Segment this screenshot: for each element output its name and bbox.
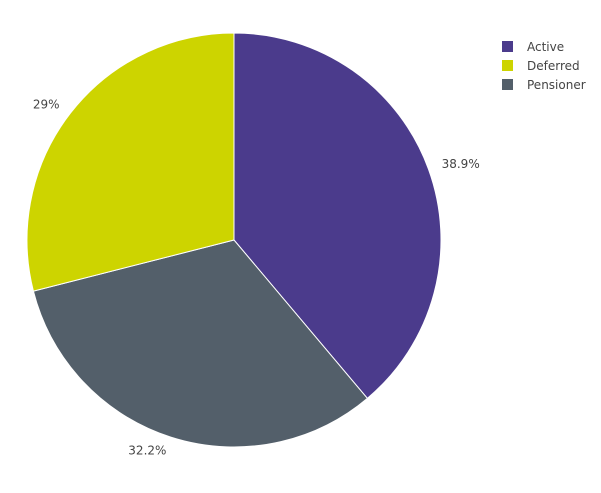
legend-swatch xyxy=(502,41,513,52)
slice-labels: 38.9% 32.2% 29% xyxy=(33,97,480,457)
pie-slice-active xyxy=(233,32,442,400)
pie-slice-pensioner xyxy=(32,239,369,448)
pie-slices xyxy=(26,32,442,448)
legend-item-deferred[interactable]: Deferred xyxy=(502,59,580,73)
legend: Active Deferred Pensioner xyxy=(502,40,586,92)
pie-slice-deferred xyxy=(26,32,235,292)
slice-label-active: 38.9% xyxy=(442,157,480,171)
legend-label: Pensioner xyxy=(527,78,586,92)
legend-swatch xyxy=(502,79,513,90)
legend-label: Active xyxy=(527,40,564,54)
legend-label: Deferred xyxy=(527,59,580,73)
slice-label-pensioner: 32.2% xyxy=(128,443,166,457)
legend-item-active[interactable]: Active xyxy=(502,40,564,54)
slice-label-deferred: 29% xyxy=(33,97,60,111)
legend-swatch xyxy=(502,60,513,71)
legend-item-pensioner[interactable]: Pensioner xyxy=(502,78,586,92)
